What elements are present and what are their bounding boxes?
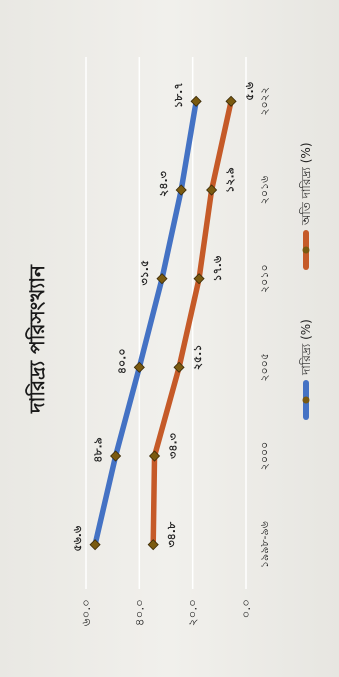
- series-line: [92, 98, 199, 548]
- data-point-marker: [110, 450, 122, 462]
- x-axis-ticks: ১৯৯৮-৯৬ ২০০০ ২০০৫ ২০১০ ২০১৬ ২০২২: [258, 87, 271, 568]
- legend-marker: [302, 246, 310, 254]
- grid-layer: [85, 57, 247, 589]
- data-point-marker: [190, 95, 202, 107]
- y-tick-label: ০.০: [239, 599, 253, 618]
- data-label: ৫৬.৬: [71, 525, 84, 551]
- data-label: ১৮.৭: [172, 83, 185, 109]
- data-point-marker: [206, 184, 218, 196]
- legend-label: দারিদ্র্য (%): [299, 319, 313, 376]
- data-point-marker: [225, 95, 237, 107]
- x-tick-label: ১৯৯৮-৯৬: [258, 521, 271, 568]
- legend-marker: [302, 396, 310, 404]
- y-tick-label: ৪০.০: [132, 599, 146, 626]
- data-label: ১২.৯: [224, 167, 237, 193]
- data-label: ২৫.১: [191, 345, 204, 371]
- data-label: ৩১.৫: [138, 260, 151, 286]
- data-label: ২৪.৩: [157, 171, 170, 197]
- x-tick-label: ২০০০: [258, 442, 271, 471]
- data-point-marker: [173, 361, 185, 373]
- x-tick-label: ২০২২: [258, 87, 271, 116]
- data-label: ৪৮.৯: [92, 437, 105, 463]
- legend: দারিদ্র্য (%) অতি দারিদ্র্য (%): [299, 143, 313, 420]
- data-label: ১৭.৬: [211, 255, 224, 281]
- data-labels: ৫৬.৬ ৪৮.৯ ৪০.০ ৩১.৫ ২৪.৩ ১৮.৭ ৩৪.৮ ৩৪.৩ ২৫.১ ১৭.৬…: [71, 81, 256, 551]
- data-point-marker: [156, 273, 168, 285]
- data-label: ৫.৬: [243, 81, 256, 100]
- data-label: ৩৪.৩: [167, 433, 180, 459]
- x-tick-label: ২০০৫: [258, 353, 271, 382]
- x-tick-label: ২০১৬: [258, 176, 271, 205]
- data-point-marker: [133, 361, 145, 373]
- data-point-marker: [193, 273, 205, 285]
- x-tick-label: ২০১০: [258, 264, 271, 293]
- data-point-marker: [148, 450, 161, 462]
- series-layer: [89, 95, 237, 551]
- y-tick-label: ২০.০: [186, 599, 200, 626]
- y-axis-ticks: ০.০ ২০.০ ৪০.০ ৬০.০: [79, 599, 253, 626]
- data-point-marker: [175, 184, 187, 196]
- series-line: [150, 98, 234, 548]
- chart-title: দারিদ্র্য পরিসংখ্যান: [25, 264, 49, 414]
- data-label: ৩৪.৮: [165, 521, 178, 547]
- data-point-marker: [147, 539, 159, 551]
- y-tick-label: ৬০.০: [79, 599, 93, 626]
- data-point-marker: [89, 539, 101, 551]
- data-label: ৪০.০: [115, 349, 128, 375]
- legend-label: অতি দারিদ্র্য (%): [299, 143, 313, 227]
